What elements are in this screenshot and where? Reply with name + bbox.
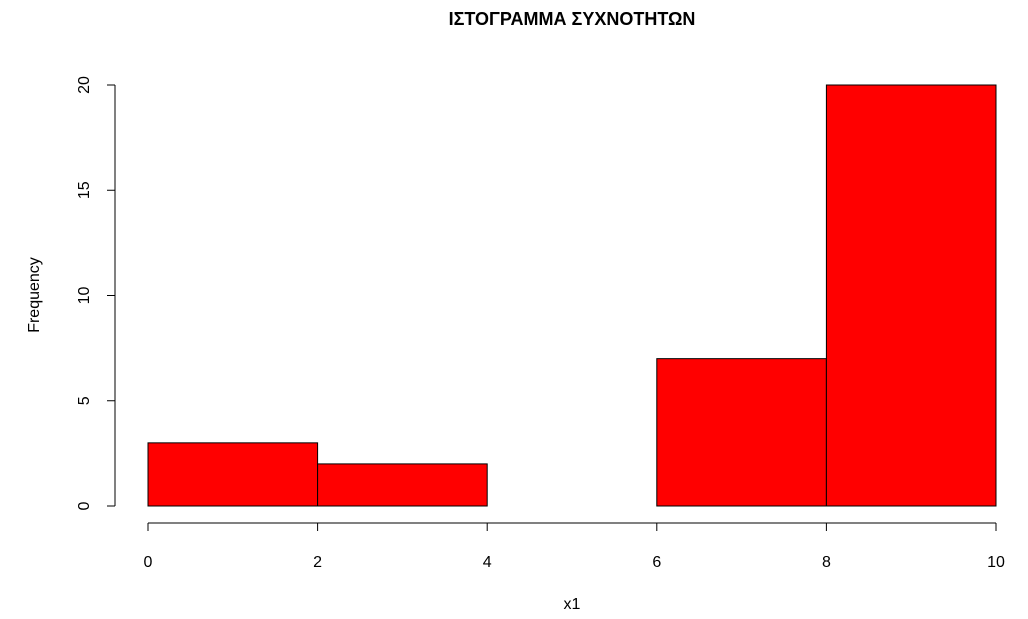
x-tick-label: 0: [144, 554, 153, 571]
x-tick-label: 6: [652, 554, 661, 571]
y-tick-label: 15: [76, 181, 93, 199]
chart-title: ΙΣΤΟΓΡΑΜΜΑ ΣΥΧΝΟΤΗΤΩΝ: [449, 9, 696, 29]
y-tick-label: 20: [76, 76, 93, 94]
x-tick-label: 2: [313, 554, 322, 571]
bar: [147, 442, 319, 507]
x-tick-label: 4: [483, 554, 492, 571]
y-tick-label: 10: [76, 287, 93, 305]
bar: [656, 358, 827, 507]
bar: [825, 84, 997, 507]
y-tick-label: 5: [76, 396, 93, 405]
x-axis-label: x1: [564, 596, 581, 613]
y-tick-label: 0: [76, 501, 93, 510]
x-tick-label: 10: [987, 554, 1005, 571]
x-tick-label: 8: [822, 554, 831, 571]
y-axis-label: Frequency: [26, 257, 43, 333]
bar: [317, 463, 488, 507]
